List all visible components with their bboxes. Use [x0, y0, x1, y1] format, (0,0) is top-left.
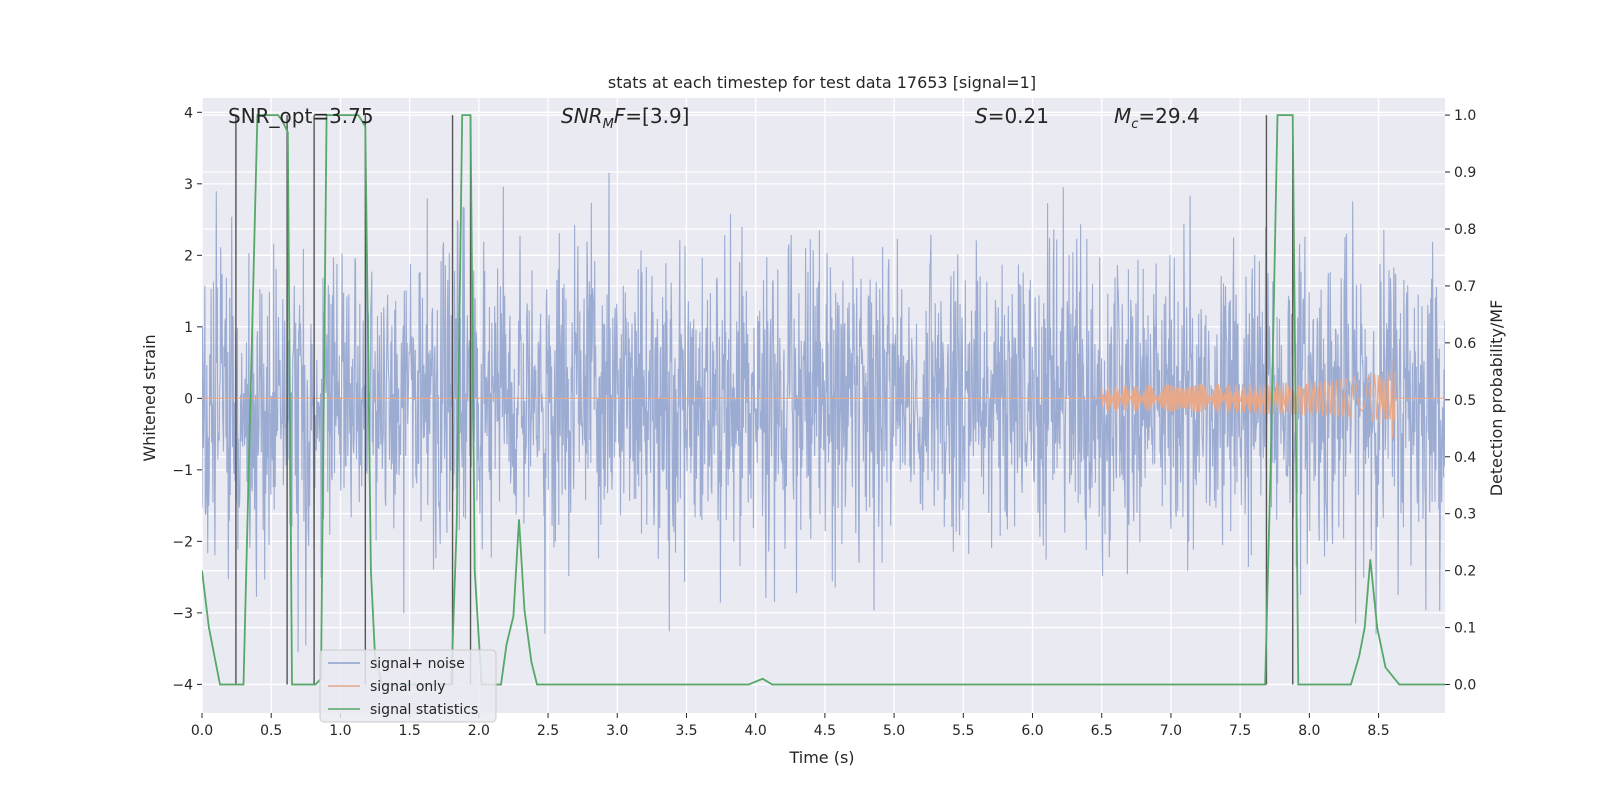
- annotation-snr-mf-value: =[3.9]: [625, 104, 689, 128]
- y-left-tick-label: 0: [184, 391, 193, 407]
- y-right-tick-label: 0.5: [1454, 393, 1476, 409]
- x-tick-label: 6.0: [1021, 723, 1043, 739]
- signal-statistics-line: [202, 114, 1445, 686]
- y-right-tick-label: 0.1: [1454, 621, 1476, 637]
- x-tick-label: 3.0: [606, 723, 628, 739]
- y-right-axis-ticks: 1.0 0.9 0.8 0.7 0.6 0.5 0.4 0.3 0.2 0.1 0.0: [1445, 108, 1476, 694]
- signal-noise-line: [202, 172, 1445, 653]
- legend: signal+ noise signal only signal statist…: [319, 649, 497, 723]
- y-left-tick-label: −2: [172, 534, 193, 550]
- event-lines: [235, 115, 1294, 685]
- x-tick-label: 5.0: [883, 723, 905, 739]
- legend-box: [319, 649, 497, 723]
- x-tick-label: 0.0: [191, 723, 213, 739]
- y-left-axis-ticks: 4 3 2 1 0 −1 −2 −3 −4: [172, 105, 202, 693]
- x-axis-ticks: 0.0 0.5 1.0 1.5 2.0 2.5 3.0 3.5 4.0 4.5 5.0 5.5 6.0 6…: [191, 713, 1390, 739]
- y-left-tick-label: −4: [172, 677, 193, 693]
- x-tick-label: 2.5: [537, 723, 559, 739]
- y-right-axis-label: Detection probability/MF: [1487, 300, 1506, 497]
- x-tick-label: 5.5: [952, 723, 974, 739]
- y-right-tick-label: 0.6: [1454, 336, 1476, 352]
- x-tick-label: 1.0: [329, 723, 351, 739]
- y-right-tick-label: 0.8: [1454, 222, 1476, 238]
- chart-title: stats at each timestep for test data 176…: [608, 73, 1036, 92]
- annotation-snr-opt: SNR_opt=3.75: [228, 104, 374, 128]
- legend-label-signal: signal only: [370, 679, 445, 695]
- annotation-snr-mf: SNRMF=[3.9]: [561, 104, 689, 132]
- x-tick-label: 8.5: [1367, 723, 1389, 739]
- plot-area: [202, 114, 1445, 686]
- annotation-mc-value: =29.4: [1138, 104, 1199, 128]
- y-left-tick-label: −3: [172, 606, 193, 622]
- y-left-tick-label: 1: [184, 320, 193, 336]
- x-tick-label: 7.5: [1229, 723, 1251, 739]
- annotation-s-value: =0.21: [988, 104, 1049, 128]
- y-left-tick-label: 2: [184, 248, 193, 264]
- svg-text:Mc=29.4: Mc=29.4: [1114, 104, 1200, 132]
- y-left-tick-label: 4: [184, 105, 193, 121]
- svg-text:SNRMF=[3.9]: SNRMF=[3.9]: [561, 104, 689, 132]
- y-left-tick-label: −1: [172, 463, 193, 479]
- x-tick-label: 7.0: [1160, 723, 1182, 739]
- y-right-tick-label: 0.9: [1454, 165, 1476, 181]
- signal-statistics-series: [202, 114, 1445, 686]
- x-tick-label: 0.5: [260, 723, 282, 739]
- x-tick-label: 6.5: [1091, 723, 1113, 739]
- y-right-tick-label: 0.4: [1454, 450, 1476, 466]
- x-tick-label: 2.0: [468, 723, 490, 739]
- annotation-s: S=0.21: [975, 104, 1049, 128]
- x-tick-label: 4.0: [745, 723, 767, 739]
- signal-only-line: [202, 359, 1445, 439]
- signal-noise-series: [202, 172, 1445, 653]
- x-tick-label: 3.5: [675, 723, 697, 739]
- y-right-tick-label: 0.3: [1454, 507, 1476, 523]
- x-tick-label: 8.0: [1298, 723, 1320, 739]
- legend-label-stats: signal statistics: [370, 702, 478, 718]
- signal-only-series: [202, 359, 1445, 439]
- y-left-axis-label: Whitened strain: [140, 334, 159, 461]
- svg-text:S=0.21: S=0.21: [975, 104, 1049, 128]
- y-left-tick-label: 3: [184, 177, 193, 193]
- x-tick-label: 4.5: [814, 723, 836, 739]
- y-right-tick-label: 0.2: [1454, 564, 1476, 580]
- x-axis-label: Time (s): [788, 748, 854, 767]
- legend-label-noise: signal+ noise: [370, 656, 465, 672]
- y-right-tick-label: 0.7: [1454, 279, 1476, 295]
- y-right-tick-label: 1.0: [1454, 108, 1476, 124]
- x-tick-label: 1.5: [398, 723, 420, 739]
- annotation-mc: Mc=29.4: [1114, 104, 1200, 132]
- y-right-tick-label: 0.0: [1454, 678, 1476, 694]
